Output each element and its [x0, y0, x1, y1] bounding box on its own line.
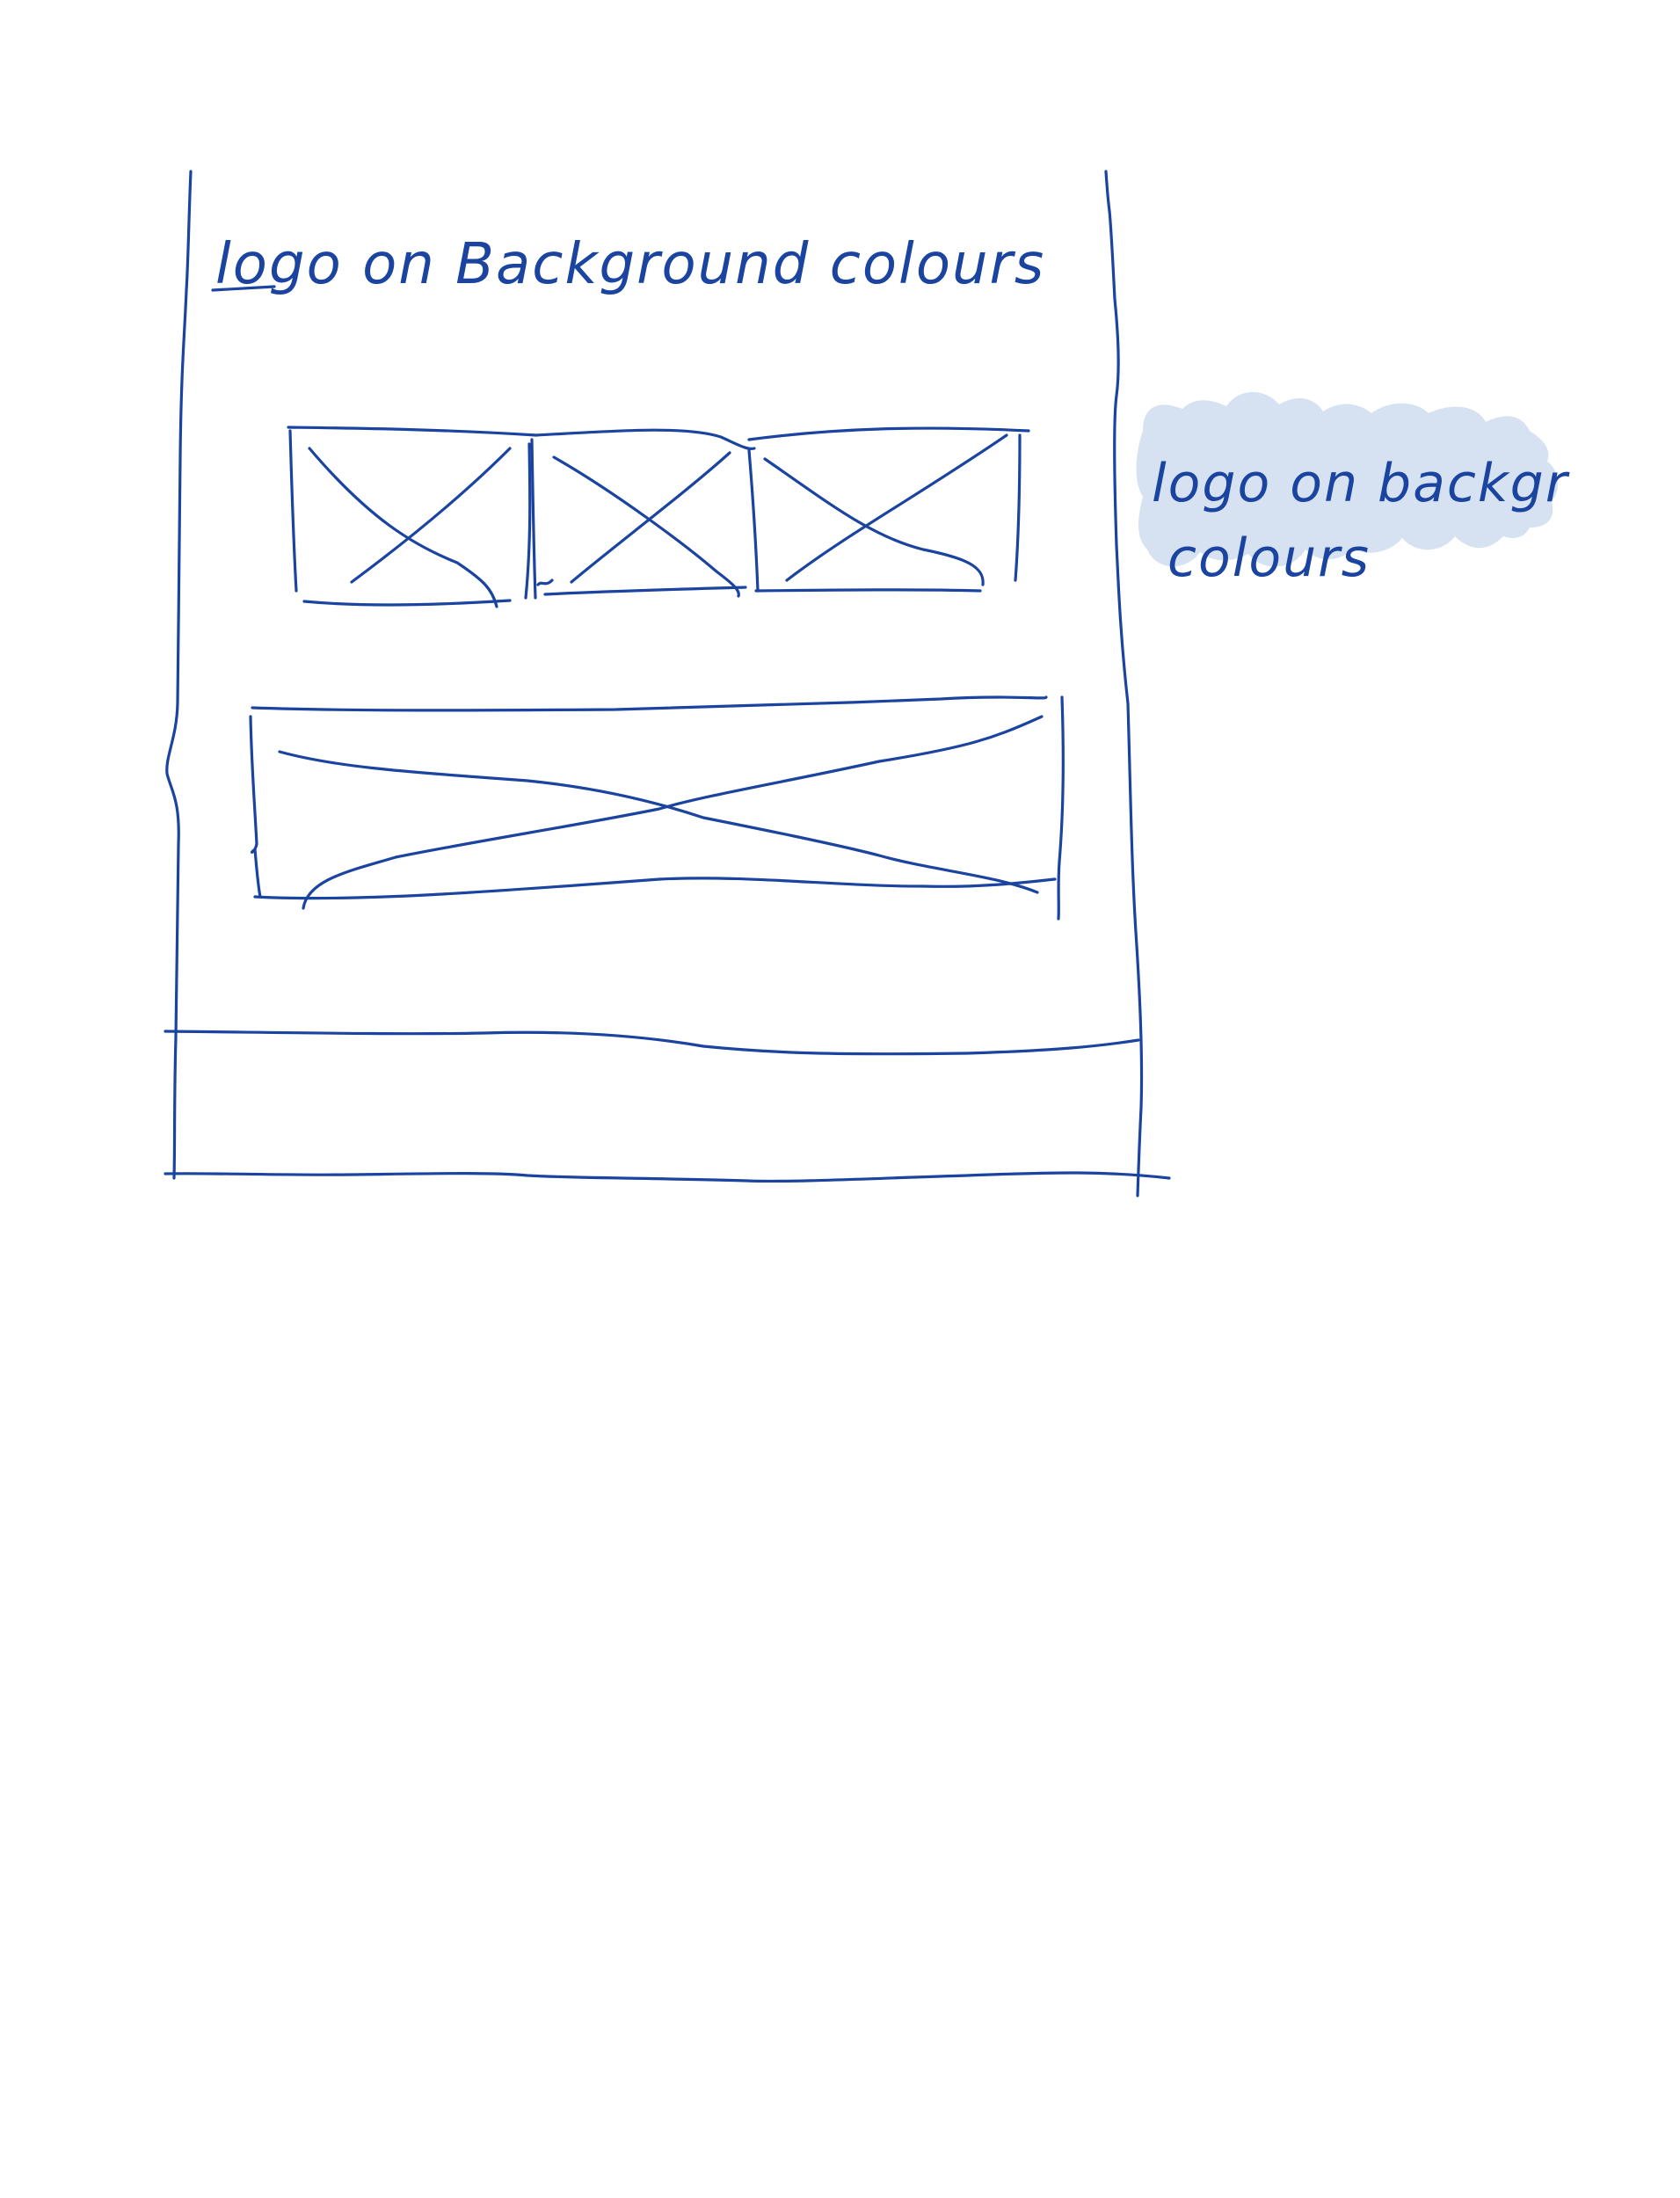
sticky-note-line-1: logo on backgr [1152, 453, 1570, 514]
sticky-note: logo on backgr colours [1136, 392, 1570, 589]
sticky-note-background [1136, 392, 1558, 567]
frame-left-border [165, 170, 193, 1180]
banner-box [249, 695, 1065, 921]
title-stroke [211, 285, 276, 292]
logo-box-3 [747, 426, 1030, 593]
page-title: logo on Background colours [215, 232, 1045, 297]
logo-box-2 [524, 428, 756, 600]
footer-bottom-line [164, 1171, 1171, 1183]
frame-right-border [1104, 170, 1144, 1197]
sticky-note-line-2: colours [1167, 528, 1371, 589]
footer-top-line [164, 1030, 1140, 1056]
logo-box-1 [287, 426, 538, 608]
